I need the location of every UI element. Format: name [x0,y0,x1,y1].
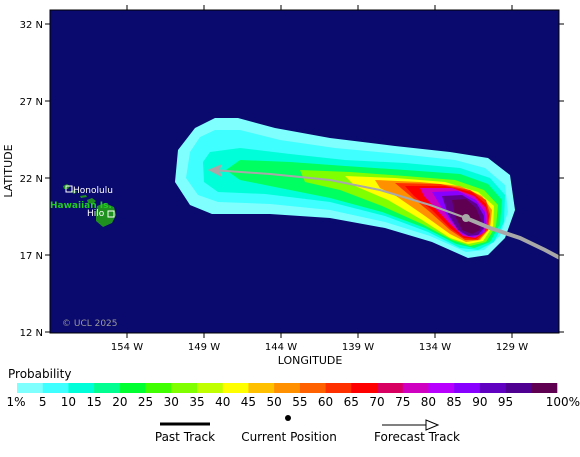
copyright-text: © UCL 2025 [62,319,118,329]
legend-bin-label: 65 [344,395,359,409]
legend-bin-label: 95 [498,395,513,409]
legend-bin-label: 40 [215,395,230,409]
legend-swatch [299,383,326,393]
legend-swatch [428,383,455,393]
lon-tick-label: 154 W [111,342,143,353]
legend-swatch [94,383,121,393]
legend-swatch [531,383,558,393]
track-lines [207,164,559,260]
legend-bin-label: 10 [61,395,76,409]
hawaiian-islands [63,184,116,227]
current-position-label: Current Position [241,430,337,444]
lon-tick-label: 134 W [419,342,451,353]
legend-swatch [454,383,481,393]
longitude-axis: 154 W 149 W 144 W 139 W 134 W 129 W [111,5,528,353]
legend-bin-label: 30 [164,395,179,409]
lon-tick-label: 139 W [342,342,374,353]
island-molokai [80,195,87,198]
legend-swatch [119,383,146,393]
lat-tick-label: 22 N [20,174,43,185]
legend-bin-label: 25 [138,395,153,409]
legend-bin-label: 45 [241,395,256,409]
legend-bin-label: 90 [472,395,487,409]
probability-swath [175,118,515,258]
island-maui [87,198,96,204]
legend-bin-label: 85 [446,395,461,409]
lat-tick-label: 12 N [20,328,43,339]
track-key: Past Track Current Position Forecast Tra… [155,415,460,444]
legend-bin-label: 5 [39,395,47,409]
past-track-line [465,216,559,260]
legend-swatch [197,383,224,393]
legend-bin-label: 75 [395,395,410,409]
legend-swatch [68,383,95,393]
legend-swatch [274,383,301,393]
legend-bin-label: 60 [318,395,333,409]
legend-colorbar [17,383,558,393]
legend-swatch [505,383,532,393]
lat-tick-label: 32 N [20,20,43,31]
legend-title: Probability [8,367,71,381]
legend-swatch [42,383,69,393]
legend-swatch [479,383,506,393]
legend-bin-label: 20 [112,395,127,409]
island-big-island [96,203,116,227]
hawaiian-islands-label: Hawaiian Is. [50,201,112,211]
lon-tick-label: 149 W [188,342,220,353]
legend-bin-label: 80 [421,395,436,409]
legend-swatch [351,383,378,393]
plot-frame [49,9,560,334]
forecast-arrowhead [207,164,222,177]
lon-tick-label: 144 W [265,342,297,353]
legend-swatch [171,383,198,393]
hilo-label: Hilo [87,209,105,219]
current-position-key-dot [285,415,291,421]
forecast-track-line [211,169,467,219]
legend-bin-label: 55 [292,395,307,409]
latitude-axis: 32 N 27 N 22 N 17 N 12 N [20,20,564,339]
lon-tick-label: 129 W [496,342,528,353]
honolulu-label: Honolulu [73,186,113,196]
current-position-marker [462,214,470,222]
lat-tick-label: 17 N [20,251,43,262]
forecast-track-label: Forecast Track [374,430,460,444]
hilo-marker [107,210,115,218]
legend-bin-label: 35 [189,395,204,409]
lat-tick-label: 27 N [20,97,43,108]
legend-bin-label: 70 [369,395,384,409]
legend-swatch [17,383,44,393]
honolulu-marker [65,185,73,193]
legend-swatch [222,383,249,393]
legend-labels: 1% 5 10 15 20 25 30 35 40 45 50 55 60 65 70 75 80 85 90 95 1… [6,395,580,409]
legend-swatch [377,383,404,393]
past-track-label: Past Track [155,430,215,444]
forecast-track-key-arrow [425,419,440,431]
legend-swatch [325,383,352,393]
legend-bin-label: 50 [266,395,281,409]
x-axis-title: LONGITUDE [278,354,343,367]
y-axis-title: LATITUDE [2,144,15,197]
legend-bin-label: 1% [6,395,25,409]
legend-swatch [402,383,429,393]
legend-swatch [145,383,172,393]
legend-swatch [248,383,275,393]
legend-bin-label: 100% [546,395,580,409]
legend-bin-label: 15 [86,395,101,409]
